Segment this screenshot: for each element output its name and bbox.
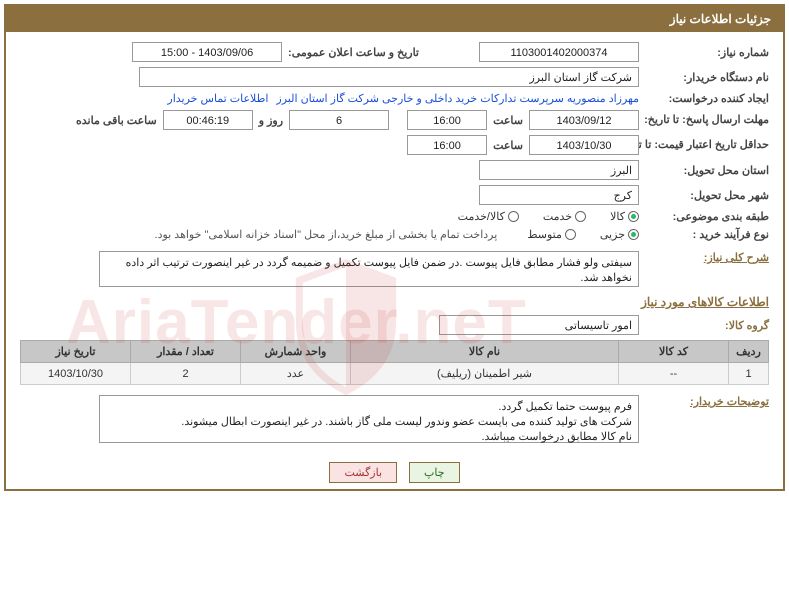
table-header-cell: ردیف [729, 341, 769, 363]
reply-date: 1403/09/12 [529, 110, 639, 130]
description-label: شرح کلی نیاز: [639, 251, 769, 264]
radio-label: خدمت [543, 210, 572, 223]
need-number-value: 1103001402000374 [479, 42, 639, 62]
category-option-1[interactable]: خدمت [543, 210, 586, 223]
row-process: نوع فرآیند خرید : جزیی متوسط پرداخت تمام … [20, 228, 769, 241]
category-label: طبقه بندی موضوعی: [639, 210, 769, 223]
table-cell: 2 [131, 363, 241, 385]
announce-label: تاریخ و ساعت اعلان عمومی: [282, 46, 419, 59]
province-label: استان محل تحویل: [639, 164, 769, 177]
table-cell: 1403/10/30 [21, 363, 131, 385]
validity-label: حداقل تاریخ اعتبار قیمت: تا تاریخ: [639, 139, 769, 151]
category-option-0[interactable]: کالا [610, 210, 639, 223]
reply-deadline-label: مهلت ارسال پاسخ: تا تاریخ: [639, 114, 769, 126]
table-cell: عدد [241, 363, 351, 385]
radio-label: کالا [610, 210, 625, 223]
buyer-contact-link[interactable]: اطلاعات تماس خریدار [167, 92, 268, 105]
validity-time: 16:00 [407, 135, 487, 155]
process-radio-group: جزیی متوسط [507, 228, 639, 241]
buyer-org-value: شرکت گاز استان البرز [139, 67, 639, 87]
province-value: البرز [479, 160, 639, 180]
table-header-cell: تاریخ نیاز [21, 341, 131, 363]
table-header-cell: واحد شمارش [241, 341, 351, 363]
process-option-1[interactable]: متوسط [527, 228, 576, 241]
radio-icon [575, 211, 586, 222]
row-buyer-org: نام دستگاه خریدار: شرکت گاز استان البرز [20, 67, 769, 87]
content-area: AriaTender.neT شماره نیاز: 1103001402000… [6, 32, 783, 454]
table-body: 1--شیر اطمینان (ریلیف)عدد21403/10/30 [21, 363, 769, 385]
table-header-cell: تعداد / مقدار [131, 341, 241, 363]
category-radio-group: کالا خدمت کالا/خدمت [438, 210, 639, 223]
process-option-0[interactable]: جزیی [600, 228, 639, 241]
table-row: 1--شیر اطمینان (ریلیف)عدد21403/10/30 [21, 363, 769, 385]
table-cell: -- [619, 363, 729, 385]
time-label-1: ساعت [487, 114, 529, 127]
days-remaining: 6 [289, 110, 389, 130]
table-header-cell: نام کالا [351, 341, 619, 363]
print-button[interactable]: چاپ [409, 462, 460, 483]
page-title: جزئیات اطلاعات نیاز [6, 6, 783, 32]
buyer-org-label: نام دستگاه خریدار: [639, 71, 769, 84]
items-table: ردیفکد کالانام کالاواحد شمارشتعداد / مقد… [20, 340, 769, 385]
buyer-notes-label: توضیحات خریدار: [639, 395, 769, 408]
days-word: روز و [253, 114, 289, 127]
announce-value: 1403/09/06 - 15:00 [132, 42, 282, 62]
process-label: نوع فرآیند خرید : [639, 228, 769, 241]
table-header-row: ردیفکد کالانام کالاواحد شمارشتعداد / مقد… [21, 341, 769, 363]
table-cell: 1 [729, 363, 769, 385]
group-label: گروه کالا: [639, 319, 769, 332]
table-cell: شیر اطمینان (ریلیف) [351, 363, 619, 385]
row-province: استان محل تحویل: البرز [20, 160, 769, 180]
back-button[interactable]: بازگشت [329, 462, 397, 483]
row-need-number: شماره نیاز: 1103001402000374 تاریخ و ساع… [20, 42, 769, 62]
row-group: گروه کالا: امور تاسیساتی [20, 315, 769, 335]
reply-time: 16:00 [407, 110, 487, 130]
requester-value[interactable]: مهرزاد منصوریه سرپرست تدارکات خرید داخلی… [276, 92, 639, 105]
radio-icon [628, 211, 639, 222]
category-option-2[interactable]: کالا/خدمت [458, 210, 519, 223]
row-buyer-notes: توضیحات خریدار: فرم پیوست حتما تکمیل گرد… [20, 395, 769, 443]
footer-buttons: چاپ بازگشت [6, 454, 783, 489]
row-reply-deadline: مهلت ارسال پاسخ: تا تاریخ: 1403/09/12 سا… [20, 110, 769, 130]
row-city: شهر محل تحویل: کرج [20, 185, 769, 205]
form-container: جزئیات اطلاعات نیاز AriaTender.neT شماره… [4, 4, 785, 491]
city-label: شهر محل تحویل: [639, 189, 769, 202]
group-value: امور تاسیساتی [439, 315, 639, 335]
buyer-notes-text: فرم پیوست حتما تکمیل گردد.شرکت های تولید… [99, 395, 639, 443]
radio-icon [565, 229, 576, 240]
radio-icon [508, 211, 519, 222]
radio-label: کالا/خدمت [458, 210, 505, 223]
row-description: شرح کلی نیاز: سیفتی ولو فشار مطابق فایل … [20, 251, 769, 287]
remaining-label: ساعت باقی مانده [70, 114, 163, 127]
description-text: سیفتی ولو فشار مطابق فایل پیوست .در ضمن … [99, 251, 639, 287]
radio-label: جزیی [600, 228, 625, 241]
row-validity: حداقل تاریخ اعتبار قیمت: تا تاریخ: 1403/… [20, 135, 769, 155]
city-value: کرج [479, 185, 639, 205]
validity-date: 1403/10/30 [529, 135, 639, 155]
time-label-2: ساعت [487, 139, 529, 152]
row-requester: ایجاد کننده درخواست: مهرزاد منصوریه سرپر… [20, 92, 769, 105]
table-header-cell: کد کالا [619, 341, 729, 363]
radio-icon [628, 229, 639, 240]
items-section-title: اطلاعات کالاهای مورد نیاز [20, 295, 769, 309]
row-category: طبقه بندی موضوعی: کالا خدمت کالا/خدمت [20, 210, 769, 223]
countdown: 00:46:19 [163, 110, 253, 130]
payment-note: پرداخت تمام یا بخشی از مبلغ خرید،از محل … [155, 228, 498, 241]
requester-label: ایجاد کننده درخواست: [639, 92, 769, 105]
need-number-label: شماره نیاز: [639, 46, 769, 59]
radio-label: متوسط [527, 228, 562, 241]
